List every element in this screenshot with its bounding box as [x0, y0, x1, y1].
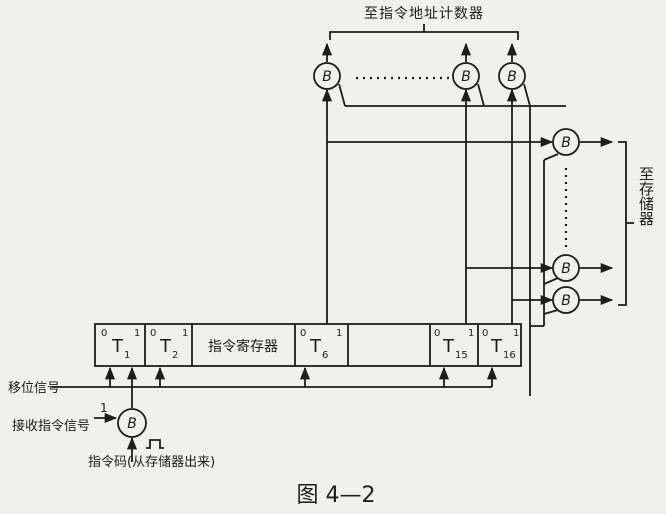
- svg-text:0: 0: [482, 328, 488, 339]
- svg-text:B: B: [561, 293, 571, 309]
- svg-text:1: 1: [468, 328, 474, 339]
- top-destination-label: 至指令地址计数器: [364, 6, 484, 22]
- cell-t15: 0 T 15 1: [434, 328, 474, 361]
- svg-text:1: 1: [336, 328, 342, 339]
- svg-text:15: 15: [455, 350, 468, 361]
- gate-right-3: B: [552, 286, 580, 314]
- receive-signal-label: 接收指令信号: [12, 418, 90, 434]
- pulse-value-label: 1: [100, 401, 108, 415]
- register-name-label: 指令寄存器: [208, 338, 278, 355]
- svg-text:T: T: [442, 336, 455, 357]
- gate-right-2: B: [552, 254, 580, 282]
- svg-text:0: 0: [101, 328, 107, 339]
- svg-text:B: B: [461, 69, 471, 85]
- svg-text:B: B: [127, 416, 137, 432]
- svg-text:1: 1: [182, 328, 188, 339]
- gate-top-3: B: [498, 62, 526, 90]
- svg-text:B: B: [322, 69, 332, 85]
- cell-t16: 0 T 16 1: [482, 328, 519, 361]
- figure-caption: 图 4—2: [297, 483, 376, 508]
- svg-text:T: T: [490, 336, 503, 357]
- svg-text:1: 1: [124, 350, 130, 361]
- svg-text:B: B: [561, 261, 571, 277]
- svg-text:1: 1: [513, 328, 519, 339]
- cell-t6: 0 T 6 1: [300, 328, 342, 361]
- instruction-code-label: 指令码(从存储器出来): [88, 455, 215, 470]
- svg-text:2: 2: [172, 350, 178, 361]
- svg-text:1: 1: [134, 328, 140, 339]
- svg-text:0: 0: [300, 328, 306, 339]
- gate-top-2: B: [452, 62, 480, 90]
- gate-right-1: B: [552, 128, 580, 156]
- gate-top-1: B: [313, 62, 341, 90]
- svg-text:T: T: [159, 336, 172, 357]
- instruction-register: [94, 323, 522, 367]
- cell-t1: 0 T 1 1: [101, 328, 140, 361]
- svg-text:B: B: [507, 69, 517, 85]
- svg-text:0: 0: [434, 328, 440, 339]
- cell-t2: 0 T 2 1: [150, 328, 188, 361]
- top-brace: [329, 24, 519, 40]
- svg-text:0: 0: [150, 328, 156, 339]
- svg-text:16: 16: [503, 350, 516, 361]
- gate-input: B: [117, 408, 147, 438]
- svg-text:6: 6: [322, 350, 328, 361]
- svg-text:T: T: [111, 336, 124, 357]
- reset-signal-label: 移位信号: [8, 381, 60, 396]
- right-destination-label: 至存储器: [637, 166, 655, 226]
- svg-text:T: T: [309, 336, 322, 357]
- svg-text:B: B: [561, 135, 571, 151]
- right-brace: [618, 141, 634, 306]
